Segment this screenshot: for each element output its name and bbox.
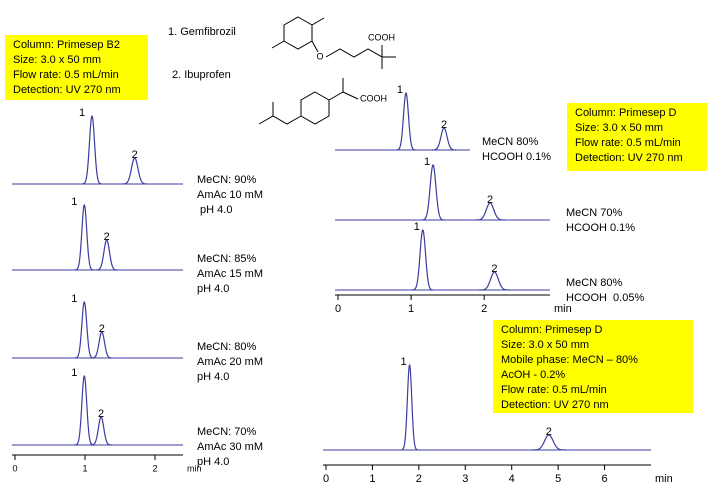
- compound-name: 1. Gemfibrozil: [168, 26, 236, 38]
- info-line: Detection: UV 270 nm: [13, 84, 121, 96]
- x-tick-label: 4: [509, 473, 515, 484]
- condition: MeCN: 80%: [197, 341, 257, 353]
- x-tick-label: 0: [12, 463, 17, 473]
- x-axis-label: min: [554, 303, 572, 315]
- x-tick-label: 1: [369, 473, 375, 484]
- x-tick-label: 2: [152, 463, 157, 473]
- bond: [328, 91, 344, 101]
- x-tick-label: 0: [335, 303, 341, 315]
- condition: MeCN 80%: [482, 136, 538, 148]
- peak: [531, 434, 566, 451]
- info-line: Column: Primesep D: [575, 107, 677, 119]
- x-tick-label: 1: [408, 303, 414, 315]
- peak: [396, 92, 416, 151]
- peak: [90, 416, 112, 446]
- peak-label: 2: [132, 149, 138, 161]
- condition: AmAc 10 mM: [197, 189, 263, 201]
- x-tick-label: 6: [602, 473, 608, 484]
- info-line: AcOH - 0.2%: [501, 369, 565, 381]
- peak: [431, 127, 457, 151]
- condition: MeCN: 85%: [197, 253, 257, 265]
- atom: COOH: [360, 93, 387, 103]
- peak-label: 1: [71, 293, 77, 305]
- peak: [74, 204, 95, 271]
- condition: AmAc 30 mM: [197, 441, 263, 453]
- peak-label: 2: [99, 323, 105, 335]
- condition: pH 4.0: [197, 456, 229, 468]
- peak-label: 1: [414, 221, 420, 233]
- chain: [258, 115, 302, 125]
- peak-label: 2: [487, 194, 493, 206]
- bond: [342, 91, 359, 100]
- atom: COOH: [368, 32, 395, 42]
- ring: [300, 91, 330, 125]
- x-tick-label: 2: [416, 473, 422, 484]
- condition: pH 4.0: [197, 371, 229, 383]
- info-line: Detection: UV 270 nm: [501, 399, 609, 411]
- peak: [90, 331, 113, 359]
- x-tick-label: 1: [82, 463, 87, 473]
- info-line: Size: 3.0 x 50 mm: [575, 122, 663, 134]
- condition: MeCN 80%: [566, 277, 622, 289]
- condition: HCOOH 0.05%: [566, 292, 644, 304]
- peak-label: 1: [79, 107, 85, 119]
- info-line: Flow rate: 0.5 mL/min: [13, 69, 119, 81]
- ring: [283, 16, 313, 50]
- info-line: Column: Primesep B2: [13, 39, 120, 51]
- x-tick-label: 0: [323, 473, 329, 484]
- peak-label: 1: [397, 84, 403, 96]
- peak: [400, 363, 419, 451]
- info-line: Detection: UV 270 nm: [575, 152, 683, 164]
- condition: AmAc 20 mM: [197, 356, 263, 368]
- condition: MeCN: 70%: [197, 426, 257, 438]
- condition: pH 4.0: [197, 283, 229, 295]
- peak: [74, 301, 95, 359]
- condition: MeCN 70%: [566, 207, 622, 219]
- x-axis-label: min: [187, 463, 202, 473]
- peak: [421, 164, 445, 221]
- bond: [311, 40, 319, 53]
- info-line: Flow rate: 0.5 mL/min: [501, 384, 607, 396]
- peak-label: 1: [401, 356, 407, 368]
- info-box: [567, 103, 707, 171]
- bond: [271, 40, 285, 49]
- bond: [311, 17, 325, 26]
- condition: HCOOH 0.1%: [566, 222, 635, 234]
- info-line: Mobile phase: MeCN – 80%: [501, 354, 638, 366]
- peak: [95, 239, 118, 271]
- info-box: [5, 35, 148, 100]
- peak-label: 2: [491, 263, 497, 275]
- peak: [411, 229, 434, 291]
- condition: MeCN: 90%: [197, 174, 257, 186]
- compound-name: 2. Ibuprofen: [172, 69, 231, 81]
- peak-label: 2: [98, 408, 104, 420]
- peak-label: 2: [441, 119, 447, 131]
- peak-label: 1: [424, 156, 430, 168]
- peak: [81, 115, 103, 185]
- info-line: Size: 3.0 x 50 mm: [501, 339, 589, 351]
- x-axis-label: min: [655, 473, 673, 484]
- atom: O: [316, 51, 323, 61]
- condition: pH 4.0: [197, 204, 232, 216]
- condition: HCOOH 0.1%: [482, 151, 551, 163]
- peak: [74, 374, 95, 446]
- peak: [479, 271, 510, 291]
- peak-label: 2: [104, 231, 110, 243]
- x-tick-label: 5: [555, 473, 561, 484]
- chain: [325, 48, 383, 58]
- info-line: Flow rate: 0.5 mL/min: [575, 137, 681, 149]
- info-box: [493, 320, 693, 413]
- x-tick-label: 3: [462, 473, 468, 484]
- info-line: Column: Primesep D: [501, 324, 603, 336]
- peak-label: 1: [71, 367, 77, 379]
- info-line: Size: 3.0 x 50 mm: [13, 54, 101, 66]
- structures: 1. Gemfibrozil 2. Ibuprofen O COOH COOH: [168, 16, 396, 125]
- peak-label: 2: [546, 426, 552, 438]
- peak: [121, 157, 148, 185]
- x-tick-label: 2: [481, 303, 487, 315]
- peak: [475, 202, 506, 221]
- peak-label: 1: [71, 196, 77, 208]
- condition: AmAc 15 mM: [197, 268, 263, 280]
